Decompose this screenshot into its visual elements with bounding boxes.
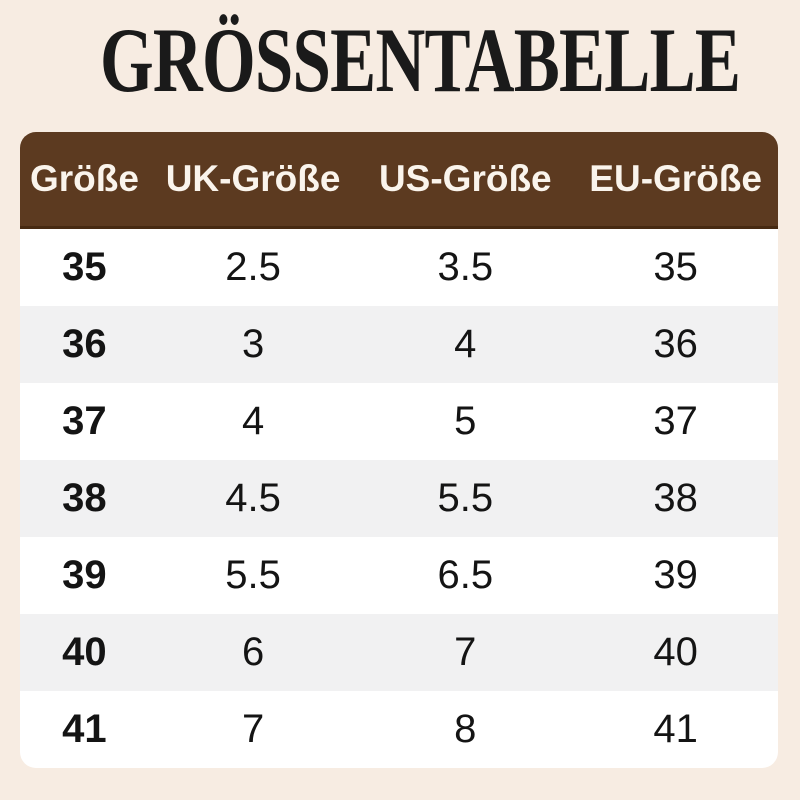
table-row: 40 6 7 40 (20, 614, 778, 691)
table-cell: 38 (62, 476, 107, 520)
table-cell: 36 (62, 322, 107, 366)
table-cell: 6.5 (437, 553, 494, 597)
table-row: 36 3 4 36 (20, 306, 778, 383)
table-cell: 2.5 (225, 245, 281, 289)
table-cell: 5.5 (437, 476, 494, 520)
table-cell: 38 (653, 476, 698, 520)
header-cell-uk-groesse: UK-Größe (165, 158, 341, 199)
table-cell: 3.5 (437, 245, 494, 289)
table-cell: 37 (653, 399, 698, 443)
header-cell-eu-groesse: EU-Größe (589, 158, 762, 199)
table-cell: 4 (241, 399, 265, 443)
table-row: 39 5.5 6.5 39 (20, 537, 778, 614)
table-cell: 36 (653, 322, 698, 366)
table-cell: 6 (241, 630, 265, 674)
table-cell: 8 (454, 707, 477, 751)
table-row: 38 4.5 5.5 38 (20, 460, 778, 537)
table-cell: 7 (241, 707, 265, 751)
table-cell: 5 (454, 399, 477, 443)
table-cell: 4 (454, 322, 477, 366)
table-row: 35 2.5 3.5 35 (20, 229, 778, 306)
table-row: 41 7 8 41 (20, 691, 778, 768)
page-title: GRÖSSENTABELLE (100, 9, 741, 111)
table-cell: 40 (653, 630, 698, 674)
table-cell: 39 (62, 553, 107, 597)
header-cell-us-groesse: US-Größe (378, 158, 552, 199)
table-cell: 3 (241, 322, 265, 366)
table-header-row: Größe UK-Größe US-Größe EU-Größe (20, 132, 778, 229)
table-cell: 37 (62, 399, 107, 443)
table-body: 35 2.5 3.5 35 36 3 4 36 37 4 5 37 38 4.5… (20, 229, 778, 768)
table-cell: 5.5 (225, 553, 281, 597)
table-cell: 35 (653, 245, 698, 289)
table-cell: 35 (62, 245, 107, 289)
table-row: 37 4 5 37 (20, 383, 778, 460)
table-cell: 39 (653, 553, 698, 597)
table-cell: 7 (454, 630, 477, 674)
table-cell: 40 (62, 630, 107, 674)
header-cell-groesse: Größe (29, 158, 139, 199)
size-table: Größe UK-Größe US-Größe EU-Größe 35 2.5 … (20, 132, 778, 768)
table-cell: 41 (62, 707, 107, 751)
table-cell: 4.5 (225, 476, 281, 520)
table-cell: 41 (653, 707, 698, 751)
